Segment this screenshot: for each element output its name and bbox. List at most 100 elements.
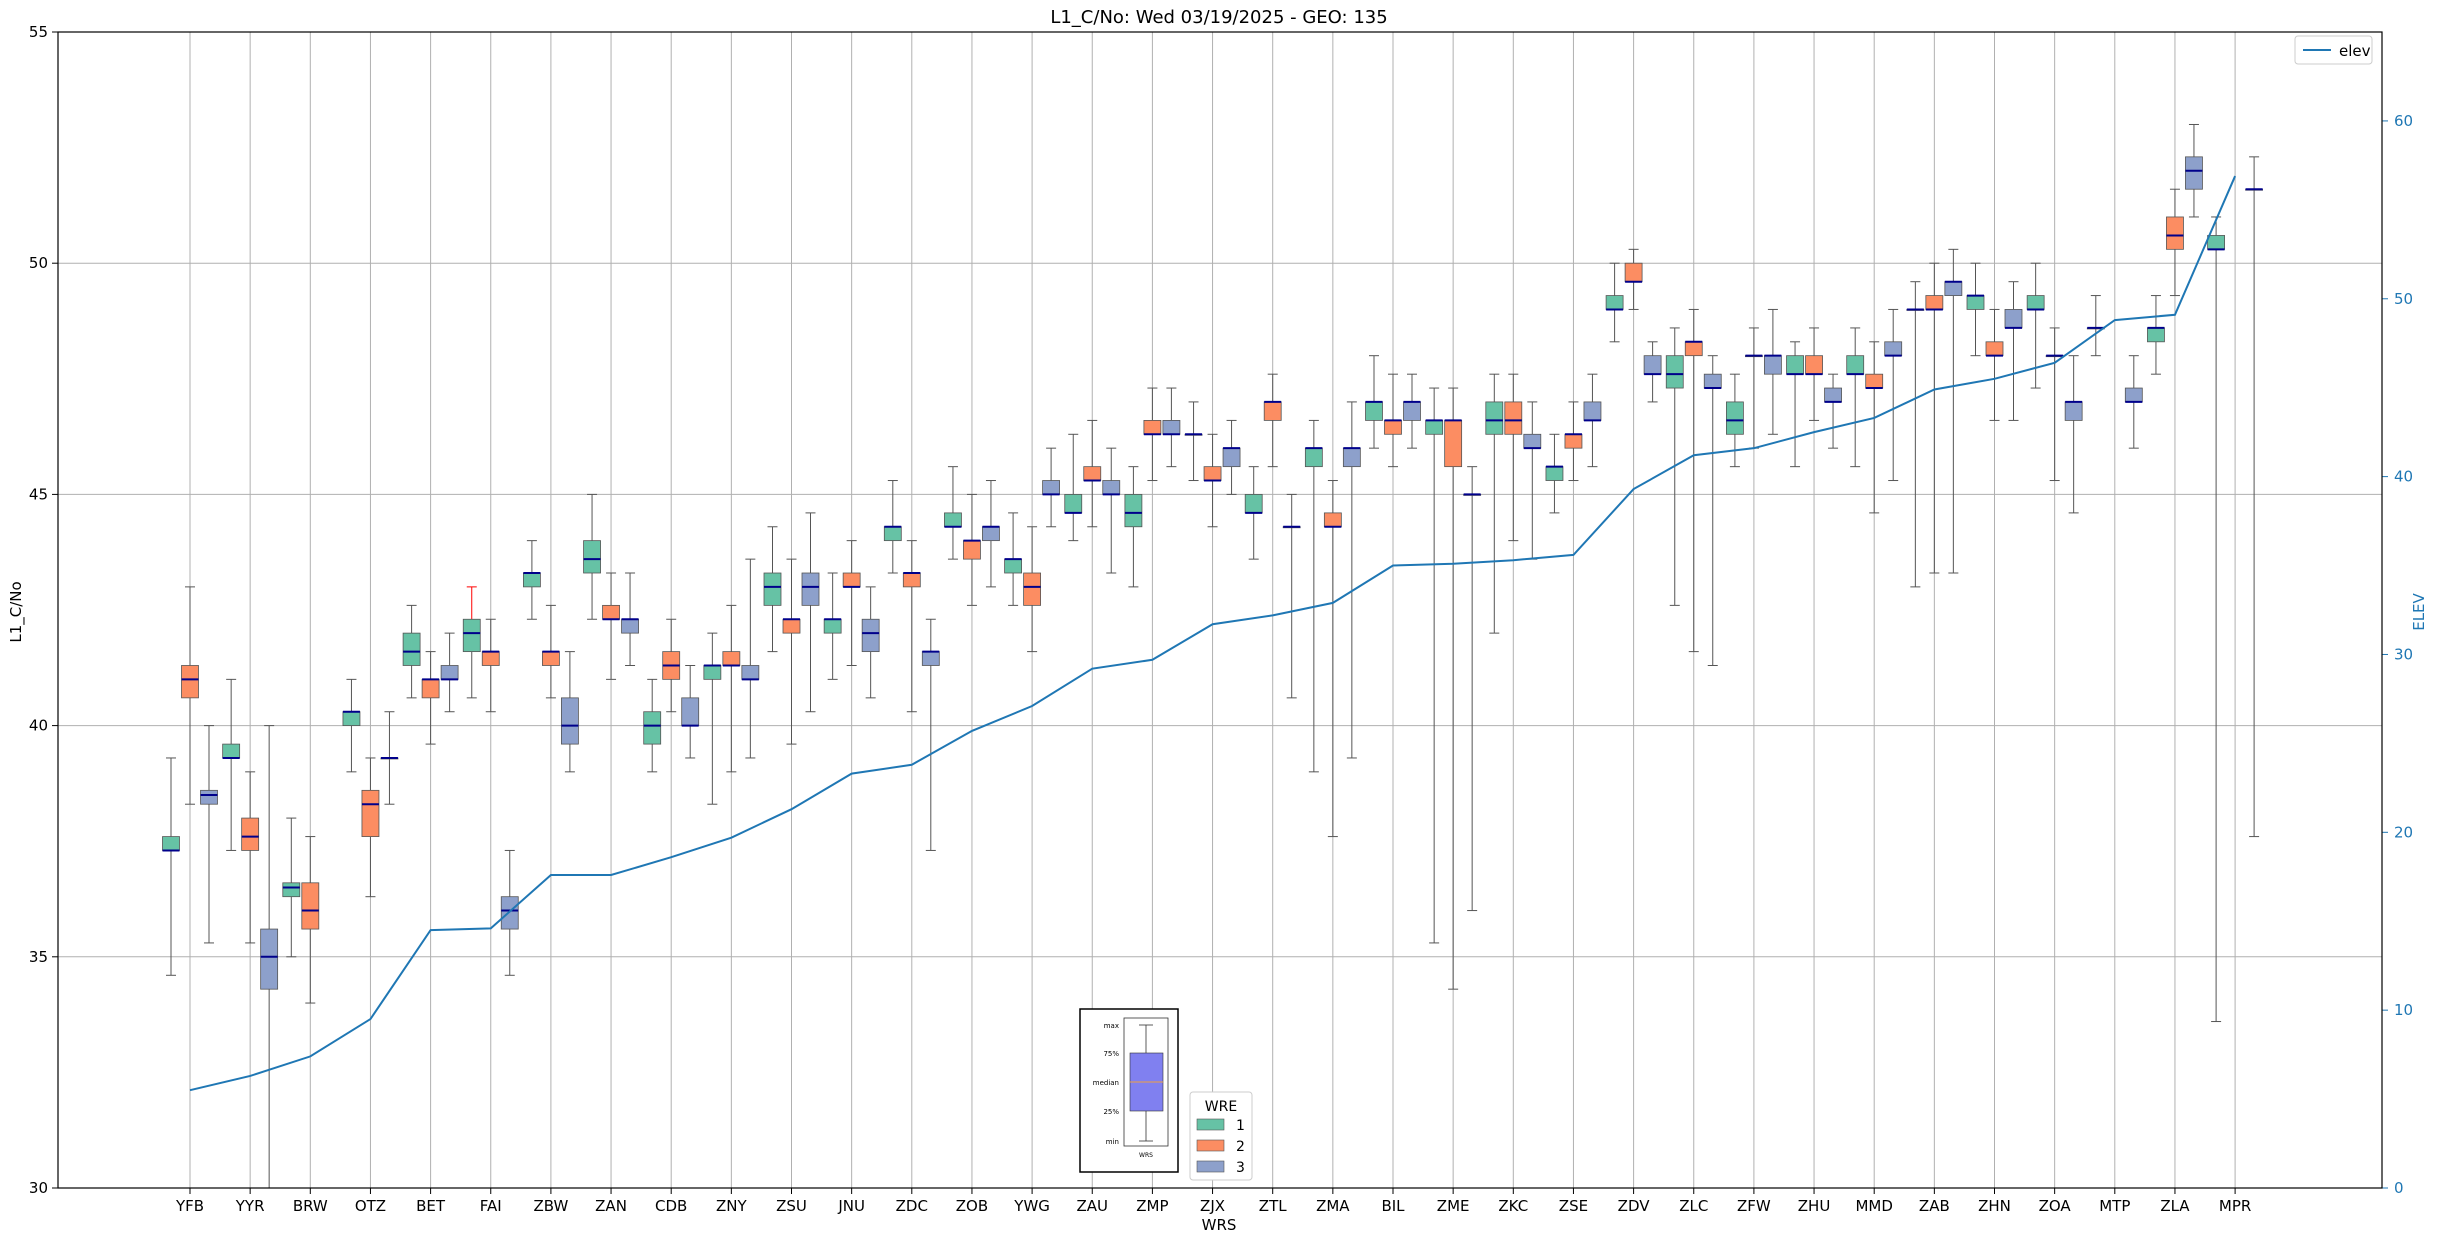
box-zfw-wre1	[1726, 373, 1744, 468]
y2-tick-label: 20	[2394, 823, 2413, 841]
chart-title: L1_C/No: Wed 03/19/2025 - GEO: 135	[1050, 7, 1387, 28]
iqr-box	[621, 618, 639, 634]
iqr-box	[883, 526, 902, 542]
box-zla-wre3	[2185, 123, 2203, 218]
x-tick-label: CDB	[655, 1197, 687, 1215]
box-zny-wre3	[741, 558, 760, 759]
box-zab-wre3	[1944, 248, 1963, 574]
box-yfb-wre2	[181, 586, 199, 805]
wre-legend-swatch-1	[1196, 1118, 1225, 1131]
iqr-box	[982, 526, 1000, 542]
box-otz-wre3	[380, 711, 399, 805]
y-axis-label: L1_C/No	[7, 581, 26, 642]
box-zoa-wre3	[2064, 355, 2083, 514]
box-zhn-wre3	[2004, 281, 2023, 421]
box-mtp-wre1	[2086, 295, 2105, 357]
box-zhu-wre3	[1824, 373, 1842, 449]
x-tick-label: ZFW	[1737, 1197, 1771, 1215]
iqr-box	[1504, 401, 1523, 435]
inset-xlabel: WRS	[1139, 1152, 1153, 1159]
box-zse-wre2	[1564, 401, 1583, 482]
box-zkc-wre3	[1523, 401, 1542, 560]
x-tick-label: ZAN	[595, 1197, 627, 1215]
box-zob-wre2	[963, 493, 981, 606]
box-zma-wre3	[1342, 401, 1361, 759]
box-zhu-wre1	[1786, 341, 1804, 468]
plot-frame	[57, 31, 2383, 1189]
box-zkc-wre2	[1504, 373, 1523, 542]
iqr-box	[1564, 433, 1583, 449]
iqr-box	[1786, 355, 1804, 375]
x-tick-label: ZSE	[1559, 1197, 1588, 1215]
box-ywg-wre2	[1023, 526, 1041, 653]
axes: YFB YYR BRW OTZ BET FAI ZBW ZAN CDB ZNY ZSU JNU ZDC Z…	[29, 23, 2413, 1215]
iqr-box	[1643, 355, 1662, 375]
x-tick-label: ZLC	[1679, 1197, 1708, 1215]
box-zdv-wre2	[1624, 248, 1643, 310]
iqr-box	[703, 665, 722, 680]
box-zma-wre2	[1323, 480, 1342, 838]
y2-tick-label: 50	[2394, 290, 2413, 308]
iqr-box	[1665, 355, 1684, 389]
wre-legend-label-3: 3	[1236, 1160, 1245, 1176]
iqr-box	[741, 665, 760, 680]
iqr-box	[602, 604, 620, 620]
box-zme-wre3	[1463, 466, 1482, 912]
iqr-box	[222, 743, 241, 759]
box-zme-wre1	[1425, 387, 1444, 944]
box-zau-wre1	[1064, 433, 1083, 542]
box-bet-wre1	[402, 604, 421, 699]
x-tick-label: YFB	[175, 1197, 204, 1215]
iqr-box	[1703, 373, 1722, 389]
box-zau-wre2	[1083, 419, 1102, 528]
iqr-box	[2004, 309, 2023, 329]
box-zau-wre3	[1102, 447, 1121, 574]
box-zab-wre1	[1906, 281, 1925, 588]
iqr-box	[260, 928, 279, 990]
x-axis-label: WRS	[1202, 1216, 1237, 1234]
box-zan-wre3	[621, 572, 639, 666]
iqr-box	[2124, 387, 2143, 403]
iqr-box	[1846, 355, 1865, 375]
iqr-box	[1023, 572, 1041, 606]
y-tick-label: 35	[29, 948, 48, 966]
iqr-box	[440, 665, 459, 680]
box-jnu-wre2	[842, 540, 861, 666]
x-tick-label: ZAU	[1076, 1197, 1108, 1215]
iqr-box	[462, 618, 481, 653]
box-yyr-wre3	[260, 725, 279, 1189]
box-bet-wre2	[421, 651, 440, 745]
iqr-box	[921, 651, 940, 666]
iqr-box	[1684, 341, 1703, 357]
iqr-box	[1425, 420, 1444, 435]
box-cdb-wre1	[643, 678, 662, 773]
elev-legend-label: elev	[2339, 42, 2371, 60]
iqr-box	[200, 789, 218, 805]
y2-tick-label: 10	[2394, 1001, 2413, 1019]
y2-tick-label: 40	[2394, 468, 2413, 486]
box-zan-wre2	[602, 572, 620, 680]
box-zsu-wre2	[782, 558, 801, 745]
inset-label-median: median	[1093, 1079, 1119, 1087]
box-ywg-wre3	[1042, 447, 1060, 528]
box-zla-wre1	[2147, 295, 2165, 375]
wre-legend: WRE 1 2 3	[1189, 1091, 1253, 1181]
iqr-box	[282, 882, 301, 898]
elev-line-series	[189, 175, 2237, 1092]
iqr-box	[402, 632, 421, 666]
x-tick-label: ZME	[1437, 1197, 1470, 1215]
box-zjx-wre2	[1203, 433, 1222, 528]
box-ztl-wre3	[1282, 493, 1301, 699]
box-zsu-wre3	[801, 512, 820, 713]
y-tick-label: 40	[29, 717, 48, 735]
iqr-box	[1985, 341, 2004, 357]
box-zla-wre2	[2166, 188, 2184, 297]
iqr-box	[1944, 281, 1963, 296]
iqr-box	[361, 789, 380, 837]
box-yfb-wre3	[200, 725, 218, 944]
box-fai-wre1	[462, 586, 481, 699]
box-zlc-wre3	[1703, 355, 1722, 666]
inset-label-q1: 25%	[1103, 1108, 1119, 1116]
box-zan-wre1	[583, 493, 601, 620]
